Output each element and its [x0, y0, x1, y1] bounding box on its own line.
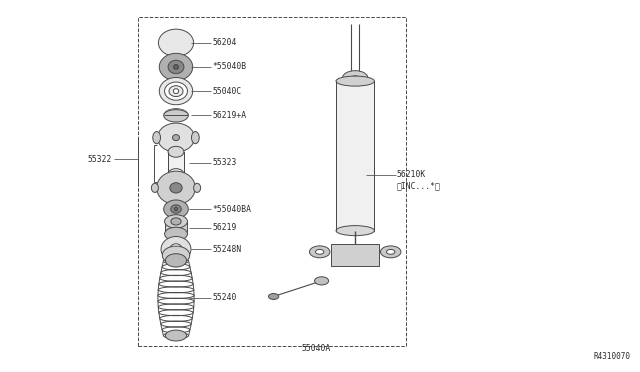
Text: 55323: 55323 — [212, 158, 237, 167]
Ellipse shape — [173, 64, 179, 70]
Ellipse shape — [336, 76, 374, 86]
Ellipse shape — [387, 249, 395, 254]
Text: 55040A: 55040A — [301, 344, 331, 353]
Ellipse shape — [164, 82, 188, 100]
Bar — [336, 81, 374, 231]
Ellipse shape — [194, 183, 201, 192]
Bar — [138, 17, 406, 346]
Text: 56210K: 56210K — [397, 170, 426, 179]
Ellipse shape — [159, 29, 193, 57]
Ellipse shape — [159, 77, 193, 105]
Ellipse shape — [316, 249, 324, 254]
Ellipse shape — [164, 109, 188, 122]
Ellipse shape — [165, 254, 187, 267]
Ellipse shape — [164, 200, 188, 218]
Ellipse shape — [157, 171, 195, 205]
Bar — [168, 152, 184, 174]
Text: R4310070: R4310070 — [593, 352, 630, 361]
Ellipse shape — [161, 237, 191, 262]
Ellipse shape — [351, 76, 359, 80]
Ellipse shape — [157, 123, 195, 152]
Ellipse shape — [173, 247, 179, 252]
Text: 55248N: 55248N — [212, 245, 242, 254]
Ellipse shape — [380, 246, 401, 258]
Ellipse shape — [169, 86, 183, 97]
Text: 55322: 55322 — [88, 155, 112, 164]
Ellipse shape — [170, 183, 182, 193]
Ellipse shape — [269, 294, 279, 299]
Ellipse shape — [336, 225, 374, 236]
Polygon shape — [164, 110, 188, 115]
Ellipse shape — [164, 227, 188, 241]
Ellipse shape — [342, 71, 368, 86]
Ellipse shape — [163, 246, 189, 264]
Ellipse shape — [171, 205, 181, 213]
Ellipse shape — [159, 53, 193, 81]
Text: 〈INC...*〉: 〈INC...*〉 — [397, 182, 441, 190]
Ellipse shape — [168, 146, 184, 157]
Ellipse shape — [168, 169, 184, 180]
Ellipse shape — [173, 135, 179, 141]
Ellipse shape — [315, 277, 329, 285]
Ellipse shape — [191, 132, 199, 144]
Ellipse shape — [165, 330, 187, 341]
Text: *55040BA: *55040BA — [212, 205, 252, 214]
Bar — [164, 221, 188, 234]
Text: 56219: 56219 — [212, 223, 237, 232]
Ellipse shape — [310, 246, 330, 258]
Text: 56219+A: 56219+A — [212, 111, 246, 120]
Ellipse shape — [168, 60, 184, 74]
Ellipse shape — [152, 183, 159, 192]
Text: 55040C: 55040C — [212, 87, 242, 96]
Bar — [332, 244, 380, 266]
Text: 55240: 55240 — [212, 293, 237, 302]
Ellipse shape — [164, 215, 188, 228]
Text: *55040B: *55040B — [212, 62, 246, 71]
Ellipse shape — [171, 218, 181, 225]
Ellipse shape — [170, 244, 182, 255]
Ellipse shape — [153, 132, 161, 144]
Text: 56204: 56204 — [212, 38, 237, 47]
Ellipse shape — [173, 89, 179, 94]
Ellipse shape — [174, 207, 178, 211]
